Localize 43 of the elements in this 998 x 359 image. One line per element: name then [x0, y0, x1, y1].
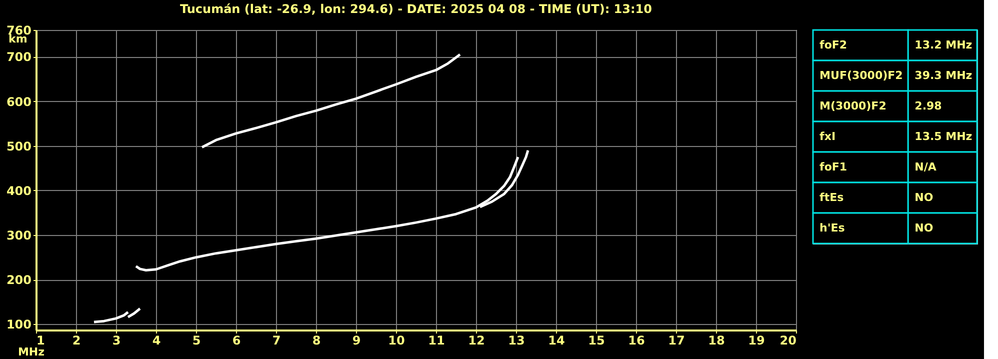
text: NO: [914, 221, 934, 234]
x-tick-label: 16: [628, 334, 645, 348]
x-tick-label: 19: [748, 334, 765, 348]
x-tick-label: 1: [36, 334, 45, 348]
text: NO: [914, 190, 934, 204]
x-tick-label: 2: [72, 334, 81, 348]
text: foF1: [820, 160, 848, 174]
x-tick-label: 6: [232, 334, 241, 348]
text: MUF(3000)F2: [820, 68, 903, 82]
x-tick-label: 20: [780, 334, 796, 348]
x-tick-label: 17: [668, 334, 685, 348]
x-tick-label: 11: [428, 334, 445, 348]
y-tick-label: 300: [6, 228, 32, 243]
chart-title: Tucumán (lat: -26.9, lon: 294.6) - DATE: 2025 04 08 - TIME (UT): 13:10: [180, 2, 652, 16]
text: h'Es: [820, 221, 846, 234]
x-tick-label: 9: [352, 334, 361, 348]
y-tick-label: 100: [6, 318, 32, 332]
text: 39.3 MHz: [914, 68, 972, 82]
text: M(3000)F2: [820, 99, 886, 112]
x-tick-label: 14: [548, 334, 565, 348]
x-tick-label: 3: [112, 334, 121, 348]
text: foF2: [820, 38, 848, 52]
y-tick-label: 500: [6, 139, 32, 154]
x-tick-label: 5: [192, 334, 201, 348]
x-tick-label: 12: [468, 334, 485, 348]
x-tick-label: 15: [588, 334, 605, 348]
text: 13.5 MHz: [914, 130, 972, 143]
y-tick-label: 200: [6, 273, 32, 288]
x-tick-label: 10: [388, 334, 405, 348]
text: 13.2 MHz: [914, 38, 972, 52]
x-tick-label: 13: [508, 334, 525, 348]
y-tick-label: 700: [6, 50, 32, 64]
text: N/A: [914, 160, 937, 174]
y-tick-label: 600: [6, 94, 32, 109]
x-tick-label: 7: [272, 334, 281, 348]
y-tick-label: 400: [6, 184, 32, 198]
text: fxI: [820, 130, 836, 143]
x-tick-label: 4: [152, 334, 161, 348]
x-axis-title: MHz: [18, 346, 44, 358]
x-tick-label: 18: [708, 334, 725, 348]
text: 2.98: [914, 99, 942, 112]
text: ftEs: [820, 190, 844, 204]
x-tick-label: 8: [312, 334, 321, 348]
